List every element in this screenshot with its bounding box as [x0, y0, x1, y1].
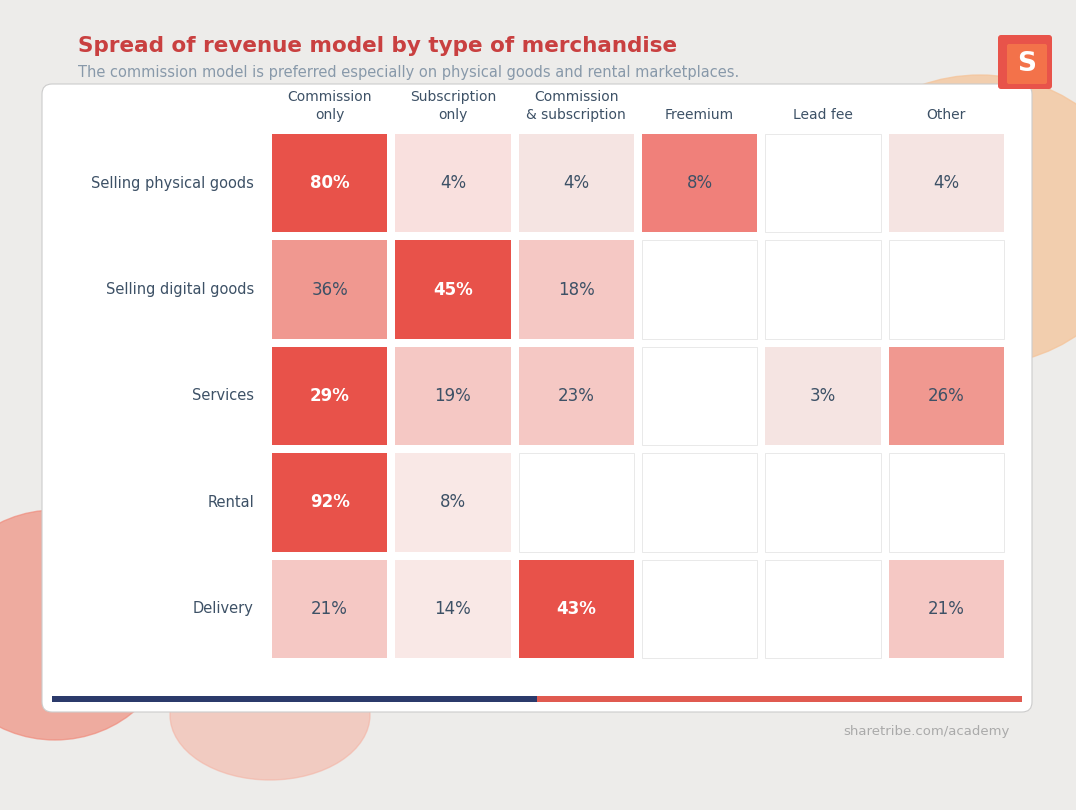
FancyBboxPatch shape [889, 241, 1004, 339]
Text: Freemium: Freemium [665, 108, 734, 122]
Text: 23%: 23% [557, 387, 595, 405]
FancyBboxPatch shape [999, 35, 1052, 89]
Text: 36%: 36% [311, 280, 348, 299]
Text: Commission
only: Commission only [287, 90, 372, 122]
FancyBboxPatch shape [519, 454, 634, 552]
Text: Lead fee: Lead fee [793, 108, 853, 122]
Text: 19%: 19% [435, 387, 471, 405]
Text: S: S [1018, 51, 1036, 77]
FancyBboxPatch shape [272, 454, 387, 552]
Text: 21%: 21% [928, 599, 965, 618]
FancyBboxPatch shape [272, 134, 387, 232]
Text: 18%: 18% [558, 280, 595, 299]
Text: Selling digital goods: Selling digital goods [105, 282, 254, 297]
Text: 4%: 4% [563, 174, 590, 192]
Ellipse shape [170, 650, 370, 780]
FancyBboxPatch shape [642, 454, 758, 552]
Text: 8%: 8% [440, 493, 466, 511]
Text: 8%: 8% [686, 174, 712, 192]
Text: Services: Services [192, 389, 254, 403]
FancyBboxPatch shape [1007, 44, 1047, 84]
FancyBboxPatch shape [642, 347, 758, 446]
Text: sharetribe.com/academy: sharetribe.com/academy [844, 726, 1010, 739]
Text: Other: Other [926, 108, 966, 122]
FancyBboxPatch shape [519, 241, 634, 339]
FancyBboxPatch shape [272, 560, 387, 658]
FancyBboxPatch shape [519, 347, 634, 446]
FancyBboxPatch shape [765, 241, 880, 339]
FancyBboxPatch shape [889, 134, 1004, 232]
Text: 43%: 43% [556, 599, 596, 618]
Text: Rental: Rental [208, 495, 254, 510]
Text: Selling physical goods: Selling physical goods [91, 176, 254, 190]
Text: Subscription
only: Subscription only [410, 90, 496, 122]
FancyBboxPatch shape [765, 454, 880, 552]
Ellipse shape [0, 510, 175, 740]
Text: Commission
& subscription: Commission & subscription [526, 90, 626, 122]
Ellipse shape [820, 75, 1076, 365]
Text: 26%: 26% [928, 387, 965, 405]
FancyBboxPatch shape [889, 454, 1004, 552]
FancyBboxPatch shape [642, 241, 758, 339]
FancyBboxPatch shape [765, 347, 880, 446]
FancyBboxPatch shape [272, 347, 387, 446]
FancyBboxPatch shape [52, 696, 537, 702]
Text: 92%: 92% [310, 493, 350, 511]
Text: 80%: 80% [310, 174, 350, 192]
Text: 45%: 45% [434, 280, 472, 299]
FancyBboxPatch shape [395, 454, 511, 552]
FancyBboxPatch shape [889, 347, 1004, 446]
Text: Delivery: Delivery [193, 601, 254, 616]
Text: 21%: 21% [311, 599, 349, 618]
FancyBboxPatch shape [642, 134, 758, 232]
FancyBboxPatch shape [395, 560, 511, 658]
Text: 29%: 29% [310, 387, 350, 405]
FancyBboxPatch shape [395, 134, 511, 232]
FancyBboxPatch shape [519, 560, 634, 658]
FancyBboxPatch shape [395, 241, 511, 339]
Text: The commission model is preferred especially on physical goods and rental market: The commission model is preferred especi… [77, 65, 739, 80]
Text: Spread of revenue model by type of merchandise: Spread of revenue model by type of merch… [77, 36, 677, 56]
FancyBboxPatch shape [765, 560, 880, 658]
FancyBboxPatch shape [642, 560, 758, 658]
FancyBboxPatch shape [765, 134, 880, 232]
FancyBboxPatch shape [272, 241, 387, 339]
Text: 4%: 4% [933, 174, 960, 192]
FancyBboxPatch shape [42, 84, 1032, 712]
FancyBboxPatch shape [519, 134, 634, 232]
FancyBboxPatch shape [395, 347, 511, 446]
FancyBboxPatch shape [537, 696, 1022, 702]
FancyBboxPatch shape [889, 560, 1004, 658]
Text: 4%: 4% [440, 174, 466, 192]
Text: 3%: 3% [810, 387, 836, 405]
Text: 14%: 14% [435, 599, 471, 618]
